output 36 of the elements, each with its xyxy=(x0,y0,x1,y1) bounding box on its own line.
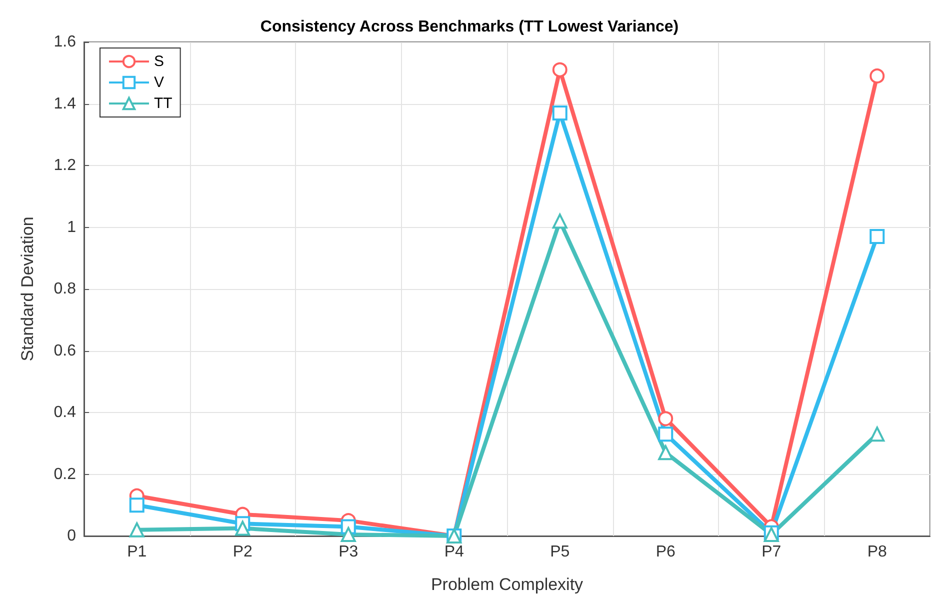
y-axis-title: Standard Deviation xyxy=(18,216,37,362)
point xyxy=(129,498,144,513)
chart-title: Consistency Across Benchmarks (TT Lowest Variance) xyxy=(260,18,679,36)
point xyxy=(870,68,885,84)
x-tick-label: P2 xyxy=(232,544,253,560)
point xyxy=(870,426,885,442)
point xyxy=(658,445,674,460)
y-tick-label: 1 xyxy=(67,218,76,236)
y-tick-label: 0.2 xyxy=(54,466,76,483)
y-tick-label: 1.4 xyxy=(54,95,76,112)
x-tick-label: P7 xyxy=(762,544,782,560)
point xyxy=(235,520,250,536)
x-tick-label: P5 xyxy=(550,544,570,560)
y-tick-label: 1.2 xyxy=(54,157,76,174)
point xyxy=(340,526,356,542)
x-tick-label: P8 xyxy=(867,544,888,560)
legend-label: V xyxy=(154,74,164,91)
point xyxy=(129,522,144,538)
point xyxy=(552,62,568,78)
point xyxy=(658,426,674,442)
point xyxy=(552,214,568,229)
y-tick-label: 0.6 xyxy=(54,342,76,360)
legend-label: TT xyxy=(154,95,172,112)
y-tick-label: 0.4 xyxy=(54,404,76,421)
x-tick-label: P3 xyxy=(338,544,358,560)
x-tick-label: P6 xyxy=(656,544,676,560)
y-tick-label: 0 xyxy=(67,528,76,544)
point xyxy=(870,229,885,244)
point xyxy=(552,106,568,121)
x-axis-title: Problem Complexity xyxy=(430,575,584,594)
y-tick-label: 0.8 xyxy=(54,280,76,298)
legend-label: S xyxy=(154,53,164,70)
y-tick-label: 1.6 xyxy=(54,34,76,50)
point xyxy=(658,411,674,426)
x-tick-label: P4 xyxy=(444,544,464,560)
x-tick-label: P1 xyxy=(127,544,147,560)
